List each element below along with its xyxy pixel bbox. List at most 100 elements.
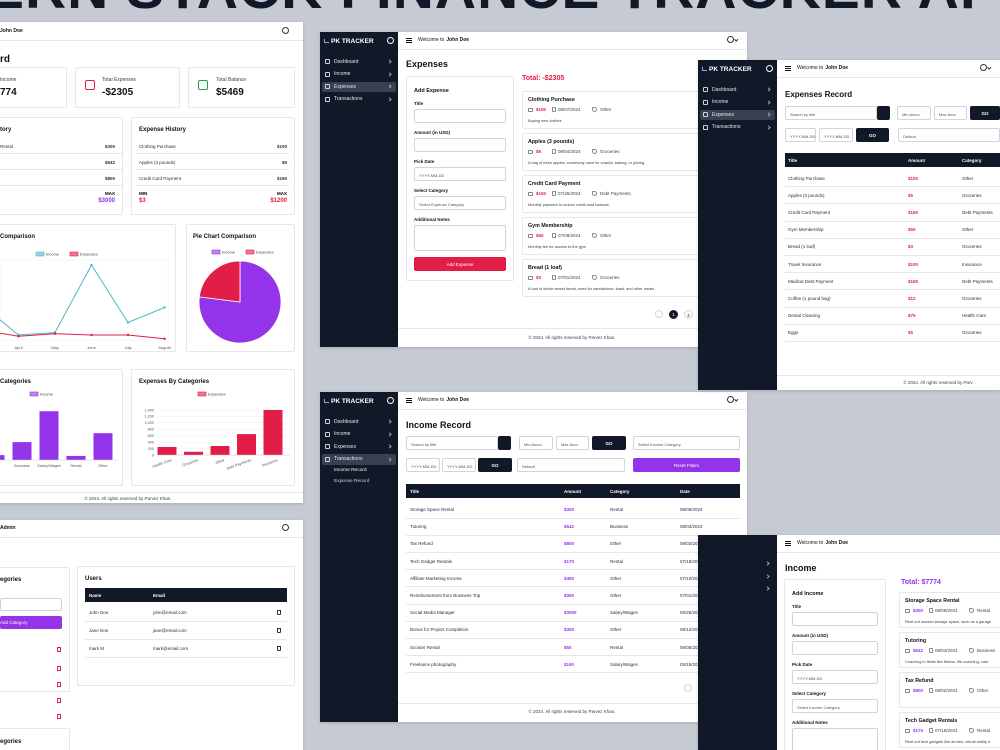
- page-button[interactable]: 2: [684, 310, 693, 319]
- close-button[interactable]: [387, 397, 394, 404]
- column-header: Amount: [908, 157, 925, 163]
- item-date: 08/04/2024: [935, 648, 958, 653]
- sort-select[interactable]: Default: [898, 128, 1000, 142]
- item-date: 08/09/2024: [935, 608, 958, 613]
- search-input[interactable]: Search by title: [785, 106, 877, 120]
- menu-item[interactable]: Expenses: [334, 443, 356, 450]
- menu-item[interactable]: Income: [712, 99, 729, 105]
- menu-item[interactable]: Income: [334, 71, 351, 77]
- go-button[interactable]: GO: [592, 436, 626, 450]
- delete-button[interactable]: [57, 714, 61, 719]
- close-button[interactable]: [766, 65, 773, 72]
- prev-page[interactable]: [684, 684, 692, 692]
- input-text: YYYY-MM-DD: [790, 133, 816, 139]
- card-value: $5469: [216, 87, 244, 98]
- menu-item[interactable]: Transactions: [334, 96, 363, 102]
- avatar[interactable]: [727, 36, 734, 43]
- date-from[interactable]: YYYY-MM-DD: [785, 128, 816, 142]
- cell: $100: [908, 261, 919, 267]
- avatar[interactable]: [282, 524, 289, 531]
- delete-button[interactable]: [57, 647, 61, 652]
- amount-icon: [905, 649, 910, 653]
- item-card: Tax Refund $800 08/02/2024 Other: [899, 672, 1000, 708]
- category-icon: [592, 149, 597, 154]
- menu-item[interactable]: Dashboard: [334, 58, 359, 65]
- bar: [210, 446, 230, 455]
- max-input[interactable]: Max Amo: [934, 106, 967, 120]
- menu-item[interactable]: Expenses: [334, 83, 356, 90]
- field-label: Select Category: [414, 188, 449, 193]
- menu-item[interactable]: Expenses: [712, 111, 734, 118]
- bar: [0, 455, 5, 460]
- add-category-button[interactable]: Add Category: [0, 616, 62, 629]
- input[interactable]: [792, 641, 878, 655]
- input[interactable]: Select Income Category: [792, 699, 878, 713]
- input[interactable]: [792, 612, 878, 626]
- sidebar: PK TRACKER Dashboard Income Expenses Transac…: [320, 32, 398, 347]
- item-title: Tech Gadget Rentals: [905, 718, 958, 724]
- input[interactable]: YYYY-MM-DD: [792, 670, 878, 684]
- category-input[interactable]: [0, 598, 62, 611]
- input[interactable]: YYYY-MM-DD: [414, 167, 506, 181]
- categories-card: [0, 567, 70, 692]
- avatar[interactable]: [980, 64, 987, 71]
- go-button[interactable]: GO: [478, 458, 512, 472]
- delete-button[interactable]: [57, 682, 61, 687]
- menu-item[interactable]: Dashboard: [712, 86, 737, 93]
- submenu-item[interactable]: Expense Record: [334, 479, 370, 484]
- input[interactable]: [414, 225, 506, 251]
- close-button[interactable]: [387, 37, 394, 44]
- delete-button[interactable]: [277, 628, 281, 633]
- date-to[interactable]: YYYY-MM-DD: [442, 458, 476, 472]
- delete-button[interactable]: [277, 610, 281, 615]
- min-input[interactable]: Min Amou: [519, 436, 553, 450]
- bar: [12, 442, 32, 460]
- avatar[interactable]: [727, 396, 734, 403]
- delete-button[interactable]: [57, 666, 61, 671]
- prev-page[interactable]: [655, 310, 663, 318]
- input[interactable]: [414, 109, 506, 123]
- menu-item[interactable]: Dashboard: [334, 418, 359, 425]
- input[interactable]: [414, 138, 506, 152]
- page-button[interactable]: 1: [669, 310, 678, 319]
- cell: $350: [564, 627, 575, 633]
- cell: Groceries: [962, 192, 982, 198]
- delete-button[interactable]: [57, 698, 61, 703]
- history-amount: $800: [104, 176, 115, 181]
- input[interactable]: [792, 728, 878, 750]
- min-input[interactable]: Min Amou: [897, 106, 931, 120]
- delete-button[interactable]: [277, 646, 281, 651]
- reset-button[interactable]: Reset Filters: [633, 458, 740, 472]
- date-to[interactable]: YYYY-MM-DD: [819, 128, 853, 142]
- input-text: Min Amou: [524, 441, 542, 447]
- max-input[interactable]: Max Amo: [556, 436, 589, 450]
- menu-item[interactable]: Transactions: [334, 456, 363, 462]
- avatar[interactable]: [282, 27, 289, 34]
- amount-icon: [905, 689, 910, 693]
- search-button[interactable]: [877, 106, 890, 120]
- menu-toggle-line: [406, 40, 412, 41]
- history-row: Credit Card Payment $150: [136, 172, 289, 186]
- footer: © 2024. All rights reserved by Parvez Kh…: [528, 335, 616, 340]
- item-title: Bread (1 loaf): [528, 265, 562, 271]
- submenu-item[interactable]: Income Record: [334, 468, 367, 473]
- field-label: Amount (in USD): [792, 633, 828, 638]
- cell: Insurance: [962, 261, 982, 267]
- menu-icon: [325, 71, 330, 77]
- y-tick-label: 200: [148, 447, 154, 451]
- logo-icon: [324, 399, 329, 403]
- menu-item[interactable]: Income: [334, 431, 351, 437]
- input[interactable]: Select Expense Category: [414, 196, 506, 210]
- category-select[interactable]: Select Income Category: [633, 436, 740, 450]
- cell: $450: [564, 575, 575, 581]
- summary-card: [75, 67, 180, 108]
- date-from[interactable]: YYYY-MM-DD: [406, 458, 440, 472]
- search-button[interactable]: [498, 436, 511, 450]
- sort-select[interactable]: Default: [517, 458, 625, 472]
- search-input[interactable]: Search by title: [406, 436, 498, 450]
- menu-item[interactable]: Transactions: [712, 124, 741, 130]
- submit-button[interactable]: Add Expense: [414, 257, 506, 271]
- go-button[interactable]: GO: [970, 106, 1000, 120]
- menu-icon: [703, 124, 708, 130]
- go-button[interactable]: GO: [856, 128, 889, 142]
